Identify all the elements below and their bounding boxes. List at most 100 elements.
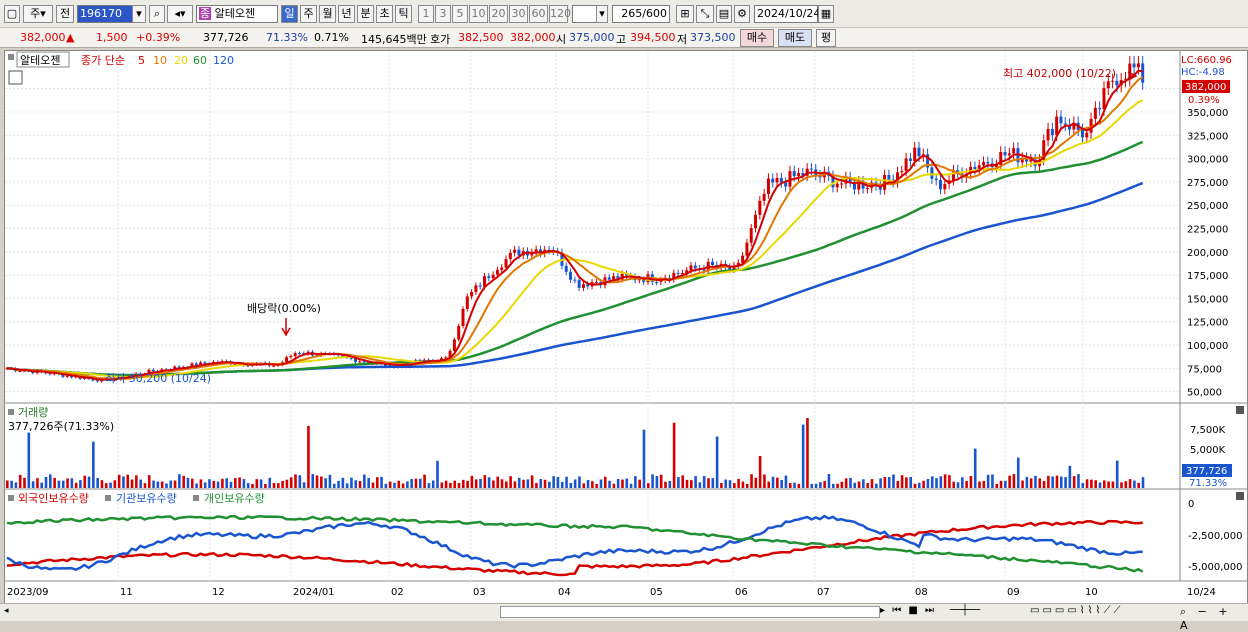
volume-bar — [259, 479, 263, 488]
volume-bar — [767, 481, 771, 488]
interval-120[interactable]: 120 — [549, 5, 571, 23]
date-field[interactable]: 2024/10/24 — [754, 5, 820, 23]
zoom-icons[interactable]: ⌕ − + A — [1180, 605, 1232, 632]
volume-bar — [1128, 479, 1132, 488]
holding-lines — [6, 514, 1144, 577]
tool-icons[interactable]: ▭▭▭▭⌇⌇⌇⟋⟋ — [1030, 605, 1124, 616]
candle-body — [685, 270, 689, 273]
gear-icon[interactable]: ⚙ — [734, 5, 750, 23]
interval-20[interactable]: 20 — [489, 5, 508, 23]
candle-body — [994, 165, 998, 168]
calculator-icon[interactable] — [8, 70, 23, 85]
candle-body — [749, 228, 753, 243]
type-select[interactable]: 주▾ — [23, 5, 53, 23]
tool-icon[interactable]: ⊞ — [676, 5, 694, 23]
scrollbar[interactable]: ◂ ▸ ⏮ ■ ⏭ ──┼── ▭▭▭▭⌇⌇⌇⟋⟋ ⌕ − + A — [0, 603, 1248, 632]
volume-bar — [466, 480, 469, 488]
volume-bar — [1098, 482, 1102, 488]
zoom-slider[interactable]: ──┼── — [950, 605, 981, 616]
prev-button[interactable]: 전 — [56, 5, 74, 23]
candle-body — [194, 363, 198, 366]
candle-body — [917, 147, 921, 157]
candle-body — [358, 361, 362, 363]
x-label: 06 — [735, 587, 748, 598]
period-1[interactable]: 주 — [300, 5, 317, 23]
period-3[interactable]: 년 — [338, 5, 355, 23]
nav-icons[interactable]: ▸ ⏮ ■ ⏭ — [880, 605, 937, 616]
x-label: 12 — [212, 587, 225, 598]
volume-bar — [1081, 482, 1085, 488]
volume-bar — [943, 474, 947, 488]
volume-close-icon[interactable] — [1236, 406, 1244, 414]
volume-bar — [539, 479, 543, 488]
candle-body — [1072, 122, 1076, 130]
legend-name-box[interactable] — [16, 51, 70, 68]
count-field[interactable]: 265/600 — [612, 5, 670, 23]
save-icon[interactable]: ▤ — [716, 5, 732, 23]
volume-bar — [969, 476, 973, 488]
stock-name-field[interactable]: 종 알테오젠 — [196, 5, 278, 23]
price-tick: 325,000 — [1187, 131, 1228, 142]
candle-body — [913, 147, 917, 161]
candle-body — [693, 265, 697, 269]
chart-area[interactable]: 375,000350,000325,000300,000275,000250,0… — [4, 50, 1248, 605]
volume-bar — [289, 477, 293, 488]
volume-bar — [18, 474, 22, 488]
period-4[interactable]: 분 — [357, 5, 374, 23]
volume-tick-1: 7,500K — [1190, 425, 1226, 436]
volume-bar — [741, 481, 745, 488]
volume-bar — [126, 474, 130, 488]
volume-bar — [922, 480, 925, 488]
chart-icon[interactable]: ⤡ — [696, 5, 714, 23]
volume-bar — [1064, 477, 1067, 488]
volume-bar — [238, 477, 241, 488]
volume-bar — [143, 483, 147, 488]
window-icon[interactable]: ▢ — [4, 5, 20, 23]
interval-60[interactable]: 60 — [529, 5, 548, 23]
scroll-thumb[interactable] — [500, 606, 880, 618]
calendar-icon[interactable]: ▦ — [818, 5, 834, 23]
sell-button[interactable]: 매도 — [778, 29, 812, 47]
candle-body — [203, 362, 207, 364]
period-0[interactable]: 일 — [281, 5, 298, 23]
volume-bar — [14, 482, 18, 488]
interval-3[interactable]: 3 — [435, 5, 451, 23]
volume-bar — [612, 483, 616, 488]
candle-body — [728, 266, 732, 270]
volume-bar — [711, 478, 715, 488]
holding-indiv-line — [6, 514, 1144, 573]
price-tick: 50,000 — [1187, 388, 1222, 399]
volume-bar — [797, 483, 801, 488]
search-icon[interactable]: ⌕ — [149, 5, 165, 23]
legend-ma-20: 20 — [174, 54, 188, 67]
ma-10-line — [6, 76, 1144, 380]
speaker-icon[interactable]: ◂▾ — [167, 5, 193, 23]
scroll-left-icon[interactable]: ◂ — [4, 606, 9, 616]
interval-30[interactable]: 30 — [509, 5, 528, 23]
candle-body — [1020, 157, 1024, 163]
interval-1[interactable]: 1 — [418, 5, 434, 23]
candle-body — [926, 154, 930, 168]
volume-bar — [1085, 479, 1089, 488]
holding-close-icon[interactable] — [1236, 492, 1244, 500]
volume-bar — [694, 476, 697, 488]
period-5[interactable]: 초 — [376, 5, 393, 23]
change-pct: +0.39% — [136, 31, 181, 44]
candle-body — [852, 182, 856, 190]
interval-5[interactable]: 5 — [452, 5, 468, 23]
code-dropdown[interactable]: ▾ — [132, 5, 146, 23]
candle-body — [1046, 128, 1050, 141]
amount-value: 145,645백만 — [361, 33, 427, 46]
period-2[interactable]: 월 — [319, 5, 336, 23]
price-tick: 175,000 — [1187, 271, 1228, 282]
candle-body — [930, 167, 934, 179]
eval-button[interactable]: 평 — [816, 29, 836, 47]
period-6[interactable]: 틱 — [395, 5, 412, 23]
code-input[interactable]: 196170 — [77, 5, 145, 23]
candle-body — [513, 249, 517, 253]
volume-bar — [737, 478, 740, 488]
candle-body — [1055, 116, 1059, 136]
buy-button[interactable]: 매수 — [740, 29, 774, 47]
chevron-down-icon[interactable]: ▾ — [596, 5, 608, 23]
interval-10[interactable]: 10 — [469, 5, 488, 23]
